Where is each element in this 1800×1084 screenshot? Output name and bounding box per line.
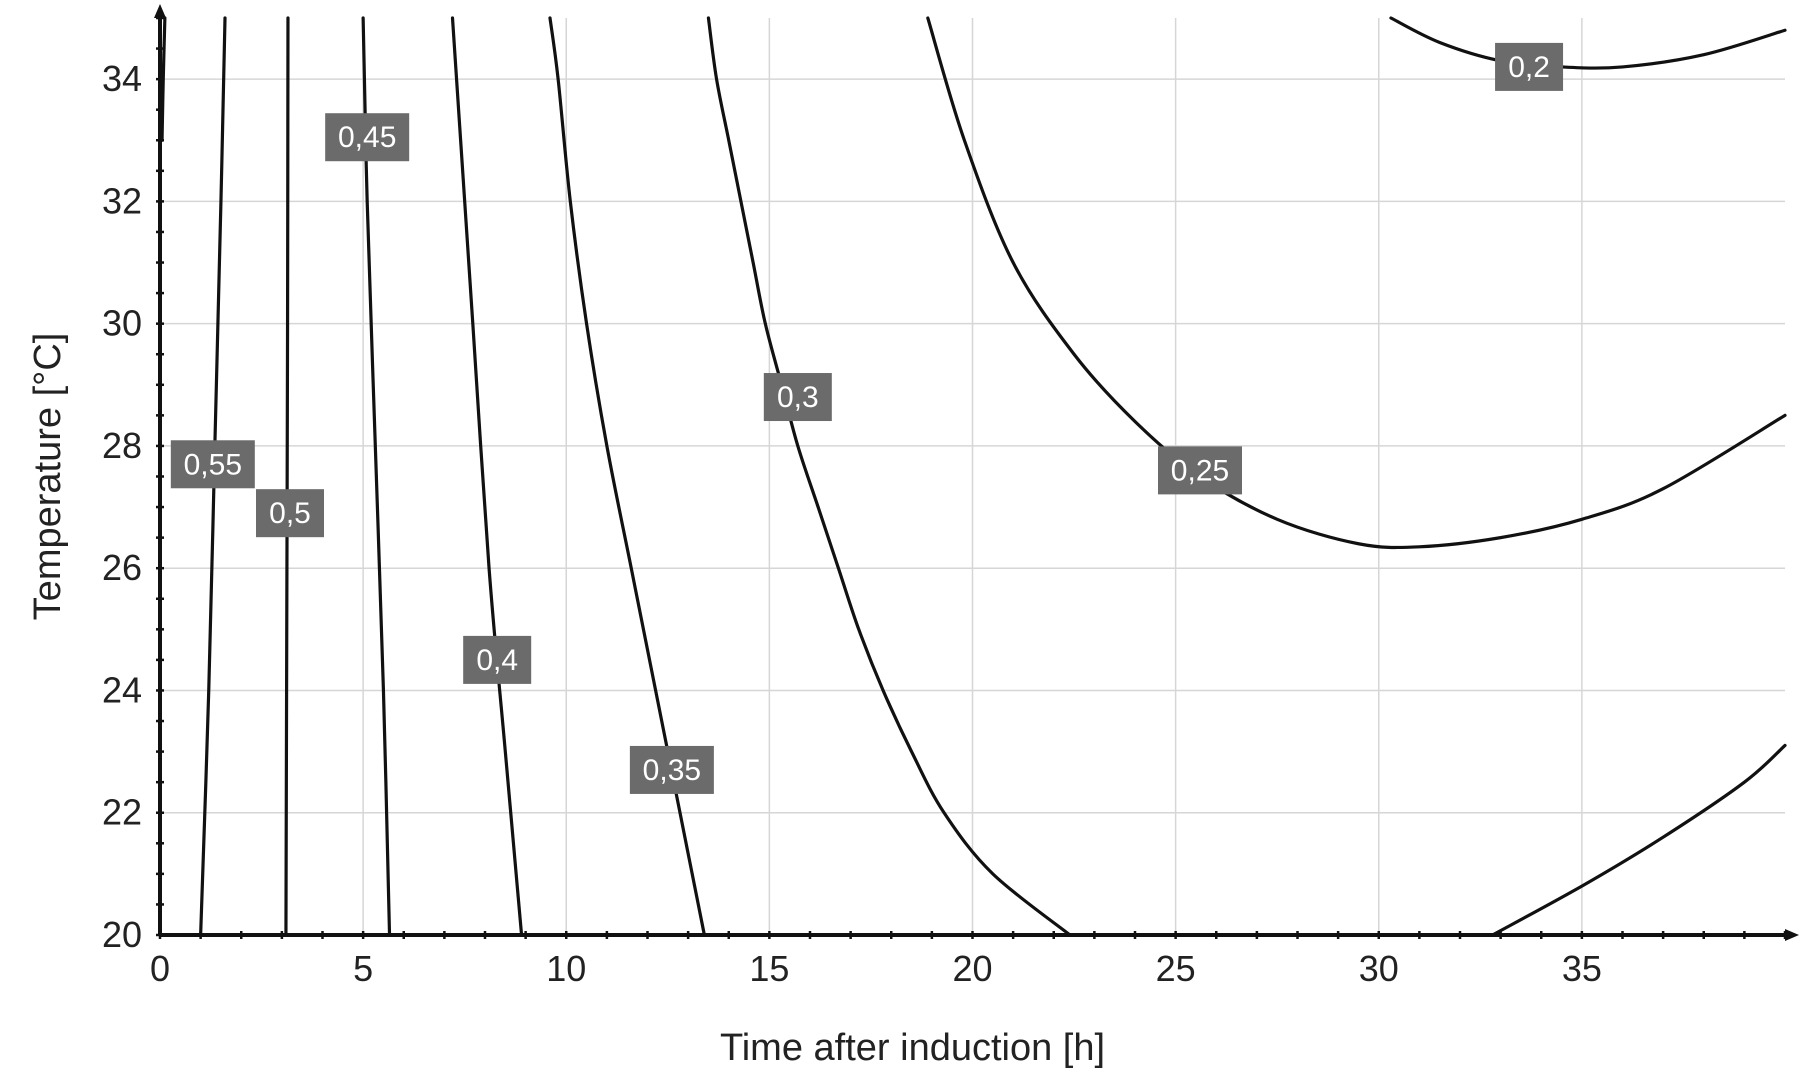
contour-label-text: 0,25 <box>1171 454 1229 487</box>
y-tick-label: 32 <box>102 180 142 221</box>
contour-line <box>1490 743 1787 937</box>
x-tick-label: 15 <box>749 948 789 989</box>
y-tick-label: 26 <box>102 547 142 588</box>
contour-label: 0,4 <box>463 635 532 684</box>
contour-label-box <box>763 373 832 422</box>
contour-label-box <box>463 635 532 684</box>
contour-label: 0,3 <box>763 373 832 422</box>
x-tick-label: 10 <box>546 948 586 989</box>
axes: 0 5 10 15 20 25 30 35 20 22 24 26 28 30 32 34 <box>102 4 1799 989</box>
contour-label: 0,5 <box>256 489 324 538</box>
x-axis-title: Time after induction [h] <box>720 1027 1105 1069</box>
y-tick-label: 30 <box>102 303 142 344</box>
y-tick-label: 24 <box>102 669 142 710</box>
contour-label: 0,55 <box>170 440 255 489</box>
contour-label-text: 0,35 <box>643 754 701 787</box>
contour-line <box>926 16 1787 550</box>
contour-label-text: 0,2 <box>1508 51 1550 84</box>
x-tick-label: 5 <box>353 948 373 989</box>
x-tick-label: 35 <box>1562 948 1602 989</box>
contour-label: 0,25 <box>1158 446 1242 495</box>
x-axis-arrow-icon <box>1785 929 1799 941</box>
contour-label-text: 0,3 <box>777 381 819 414</box>
contour-line <box>706 16 1072 937</box>
contour-line <box>450 16 524 937</box>
x-tick-label: 30 <box>1359 948 1399 989</box>
contour-label: 0,45 <box>325 113 410 162</box>
contour-label-box <box>1495 42 1564 91</box>
contour-label-box <box>1158 446 1242 495</box>
x-tick-label: 0 <box>150 948 170 989</box>
y-tick-label: 28 <box>102 425 142 466</box>
contour-line <box>1389 16 1787 70</box>
y-tick-label: 20 <box>102 914 142 955</box>
x-tick-label: 25 <box>1156 948 1196 989</box>
contour-label: 0,2 <box>1495 42 1564 91</box>
contour-labels: 0,55 0,5 0,45 0,4 0,35 0,3 0,25 0,2 <box>170 42 1564 794</box>
contour-label-text: 0,5 <box>269 497 311 530</box>
contour-label: 0,35 <box>629 745 714 794</box>
contour-label-text: 0,45 <box>338 121 396 154</box>
y-axis-title: Temperature [°C] <box>27 333 69 621</box>
contour-label-box <box>325 113 410 162</box>
y-axis-arrow-icon <box>154 4 166 18</box>
contour-label-text: 0,4 <box>476 644 518 677</box>
contour-label-box <box>256 489 324 538</box>
contour-line <box>284 16 290 937</box>
y-tick-label: 34 <box>102 58 142 99</box>
x-tick-label: 20 <box>952 948 992 989</box>
contour-label-text: 0,55 <box>184 448 242 481</box>
contour-label-box <box>629 745 714 794</box>
contour-line <box>548 16 706 937</box>
y-tick-label: 22 <box>102 792 142 833</box>
contour-label-box <box>170 440 255 489</box>
